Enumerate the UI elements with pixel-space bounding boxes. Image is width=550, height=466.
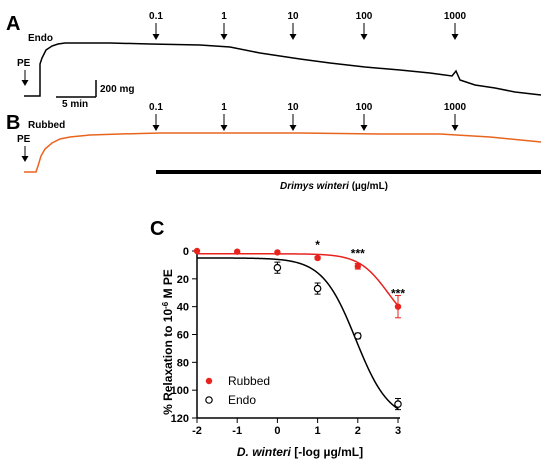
panel-a-tissue-label: Endo — [28, 33, 53, 44]
fit-curve — [197, 257, 399, 410]
legend-label: Rubbed — [228, 374, 270, 388]
data-point — [353, 332, 362, 340]
panel-a-pe-label: PE — [17, 58, 31, 69]
treatment-bar: Drimys winteri (µg/mL) — [156, 170, 541, 192]
panel-b-conc-label: 0.1 — [149, 102, 163, 113]
data-point — [274, 249, 281, 256]
y-tick-label: 40 — [177, 302, 189, 314]
panel-b-arrow — [152, 114, 160, 131]
significance-label: * — [315, 238, 320, 252]
significance-label: *** — [351, 246, 365, 260]
y-axis-title: % Relaxation to 10-6 M PE — [161, 269, 176, 415]
treatment-bar-line — [156, 170, 541, 174]
fit-curve — [197, 253, 399, 307]
panel-a-scale-weight: 200 mg — [100, 84, 134, 95]
panel-a-conc-markers: 0.1 1 10 100 1000 — [149, 11, 467, 40]
x-tick-label: 0 — [274, 425, 280, 437]
y-tick-label: 100 — [171, 385, 189, 397]
panel-a-arrow — [220, 23, 228, 40]
panel-c: C % Relaxation to 10-6 M PE D. winteri [… — [150, 218, 405, 459]
x-tick-label: -2 — [192, 425, 202, 437]
panel-a-conc-label: 0.1 — [149, 11, 163, 22]
data-point — [273, 263, 282, 272]
panel-a-scale-time: 5 min — [62, 99, 88, 110]
legend-marker — [205, 377, 213, 385]
data-point — [193, 247, 201, 255]
data-point — [394, 303, 402, 310]
panel-b-tissue-label: Rubbed — [28, 120, 65, 131]
panel-b-arrow — [451, 114, 459, 131]
panel-b-conc-label: 10 — [287, 102, 299, 113]
panel-b-pe-label: PE — [17, 134, 31, 145]
x-axis-title: D. winteri [-log µg/mL] — [237, 445, 363, 459]
data-point — [394, 400, 402, 408]
x-tick-label: -1 — [232, 425, 242, 437]
y-tick-label: 0 — [183, 246, 189, 258]
data-point — [313, 284, 322, 293]
panel-a: A Endo PE 200 mg 5 min 0.1 1 10 100 1000 — [6, 11, 542, 110]
panel-a-conc-label: 1 — [221, 11, 227, 22]
treatment-bar-label: Drimys winteri (µg/mL) — [280, 181, 388, 192]
panel-a-letter: A — [6, 13, 20, 35]
y-tick-label: 20 — [177, 274, 189, 286]
panel-a-conc-label: 1000 — [444, 11, 467, 22]
panel-a-pe-arrow — [21, 70, 29, 86]
panel-a-trace — [24, 42, 542, 97]
panel-b-trace — [24, 132, 542, 173]
data-point — [354, 263, 361, 270]
panel-c-letter: C — [150, 218, 164, 240]
panel-b-pe-arrow — [21, 146, 29, 162]
panel-a-arrow — [360, 23, 368, 40]
significance-label: *** — [391, 287, 405, 301]
panel-a-conc-label: 10 — [287, 11, 299, 22]
panel-b-conc-label: 100 — [356, 102, 373, 113]
panel-b-conc-label: 1000 — [444, 102, 467, 113]
panel-b-conc-label: 1 — [221, 102, 227, 113]
panel-a-arrow — [152, 23, 160, 40]
y-tick-label: 120 — [171, 413, 189, 425]
panel-b-arrow — [360, 114, 368, 131]
data-point — [234, 248, 241, 255]
panel-b-conc-markers: 0.1 1 10 100 1000 — [149, 102, 467, 131]
y-tick-label: 80 — [177, 357, 189, 369]
panel-b-letter: B — [6, 112, 20, 134]
panel-b: B Rubbed PE 0.1 1 10 100 1000 — [6, 102, 542, 173]
panel-a-scale-bar — [56, 80, 97, 98]
data-point — [314, 254, 321, 262]
panel-a-arrow — [289, 23, 297, 40]
y-tick-label: 60 — [177, 330, 189, 342]
x-tick-label: 3 — [395, 425, 401, 437]
panel-b-arrow — [289, 114, 297, 131]
x-tick-label: 1 — [315, 425, 321, 437]
legend-marker — [205, 396, 213, 404]
panel-a-conc-label: 100 — [356, 11, 373, 22]
legend-label: Endo — [228, 393, 256, 407]
panel-a-arrow — [451, 23, 459, 40]
panel-b-arrow — [220, 114, 228, 131]
x-tick-label: 2 — [355, 425, 361, 437]
